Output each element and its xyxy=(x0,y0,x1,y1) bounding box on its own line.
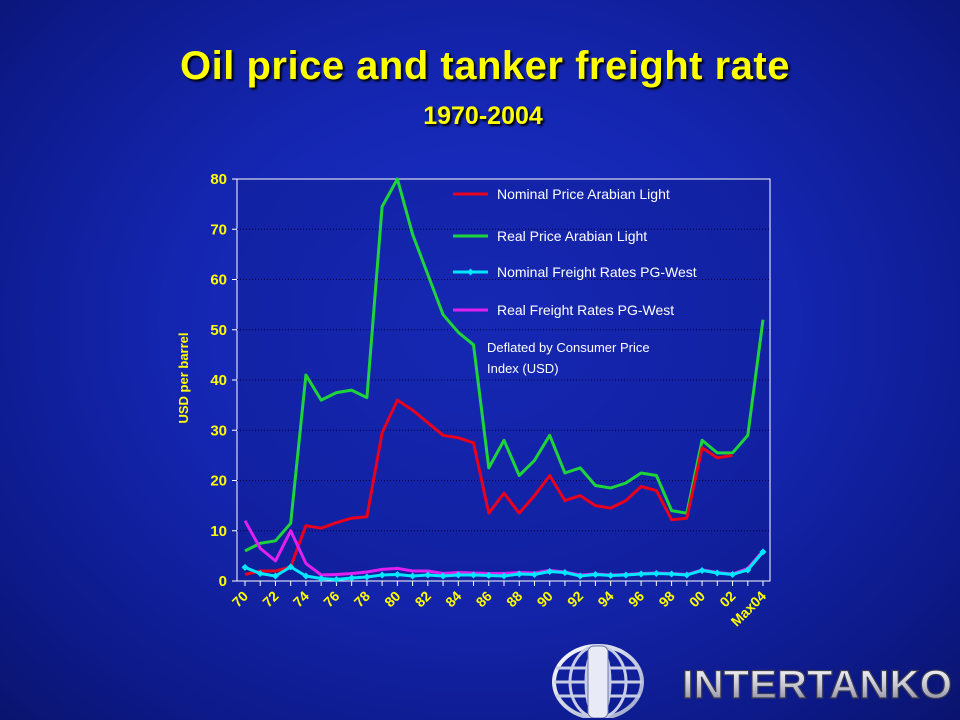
data-point xyxy=(271,572,279,580)
y-tick-label: 40 xyxy=(210,372,227,389)
data-point xyxy=(409,572,417,580)
chart-subtitle: 1970-2004 xyxy=(423,102,543,130)
data-point xyxy=(378,571,386,579)
y-axis-ticks: 0 10 20 30 40 50 60 70 80 xyxy=(210,171,237,590)
x-tick-label: 76 xyxy=(320,588,342,610)
x-tick-label: 70 xyxy=(229,588,251,610)
data-point xyxy=(424,571,432,579)
data-point xyxy=(439,572,447,580)
data-point xyxy=(256,569,264,577)
x-tick-label: 80 xyxy=(381,588,403,610)
data-point xyxy=(241,563,249,571)
data-point xyxy=(363,573,371,581)
x-tick-label: 02 xyxy=(716,588,738,610)
logo-wordmark: INTERTANKO xyxy=(682,663,952,707)
legend-marker xyxy=(467,268,474,276)
data-point xyxy=(668,570,676,578)
x-tick-label: 82 xyxy=(412,588,434,610)
data-point xyxy=(515,570,523,578)
data-point xyxy=(317,574,325,582)
legend-label: Real Price Arabian Light xyxy=(497,228,647,244)
x-tick-label: 84 xyxy=(442,588,464,610)
y-axis-label: USD per barrel xyxy=(176,332,191,423)
x-tick-label: 72 xyxy=(259,588,281,610)
series-line xyxy=(244,398,733,576)
series-lines xyxy=(241,177,767,583)
data-point xyxy=(744,566,752,574)
y-tick-label: 0 xyxy=(219,573,227,590)
legend: Nominal Price Arabian Light Real Price Ar… xyxy=(453,186,697,318)
data-point xyxy=(607,571,615,579)
legend-label: Real Freight Rates PG-West xyxy=(497,302,674,318)
data-point xyxy=(576,572,584,580)
x-tick-label: 00 xyxy=(686,588,708,610)
data-point xyxy=(302,572,310,580)
data-point xyxy=(637,570,645,578)
legend-label: Nominal Freight Rates PG-West xyxy=(497,264,697,280)
annotation-line-2: Index (USD) xyxy=(487,361,559,376)
chart-title: Oil price and tanker freight rate xyxy=(180,44,790,88)
data-point xyxy=(332,575,340,583)
data-point xyxy=(591,570,599,578)
x-tick-label: Max04 xyxy=(728,588,770,630)
y-tick-label: 30 xyxy=(210,422,227,439)
x-tick-label: 86 xyxy=(473,588,495,610)
data-point xyxy=(470,571,478,579)
y-tick-label: 50 xyxy=(210,322,227,339)
data-point xyxy=(713,569,721,577)
data-point xyxy=(622,571,630,579)
data-point xyxy=(500,572,508,580)
x-tick-label: 90 xyxy=(533,588,555,610)
data-point xyxy=(652,569,660,577)
intertanko-logo: INTERTANKO xyxy=(552,644,953,718)
x-tick-label: 78 xyxy=(351,588,373,610)
data-point xyxy=(546,567,554,575)
y-tick-label: 80 xyxy=(210,171,227,188)
y-tick-label: 20 xyxy=(210,473,227,490)
data-point xyxy=(287,563,295,571)
x-tick-label: 74 xyxy=(290,588,312,610)
data-point xyxy=(393,570,401,578)
data-point xyxy=(683,571,691,579)
data-point xyxy=(698,566,706,574)
x-tick-label: 92 xyxy=(564,588,586,610)
globe-icon xyxy=(552,644,644,718)
data-point xyxy=(485,571,493,579)
data-point xyxy=(729,570,737,578)
data-point xyxy=(561,568,569,576)
y-tick-label: 70 xyxy=(210,221,227,238)
data-point xyxy=(348,574,356,582)
data-point xyxy=(759,548,767,556)
x-tick-label: 88 xyxy=(503,588,525,610)
x-tick-label: 96 xyxy=(625,588,647,610)
annotation-line-1: Deflated by Consumer Price xyxy=(487,340,650,355)
legend-label: Nominal Price Arabian Light xyxy=(497,186,670,202)
y-tick-label: 60 xyxy=(210,272,227,289)
data-point xyxy=(454,571,462,579)
grid-lines xyxy=(237,228,770,532)
x-tick-label: 98 xyxy=(655,588,677,610)
x-tick-label: 94 xyxy=(594,588,616,610)
data-point xyxy=(530,570,538,578)
y-tick-label: 10 xyxy=(210,523,227,540)
series-line xyxy=(244,177,765,553)
